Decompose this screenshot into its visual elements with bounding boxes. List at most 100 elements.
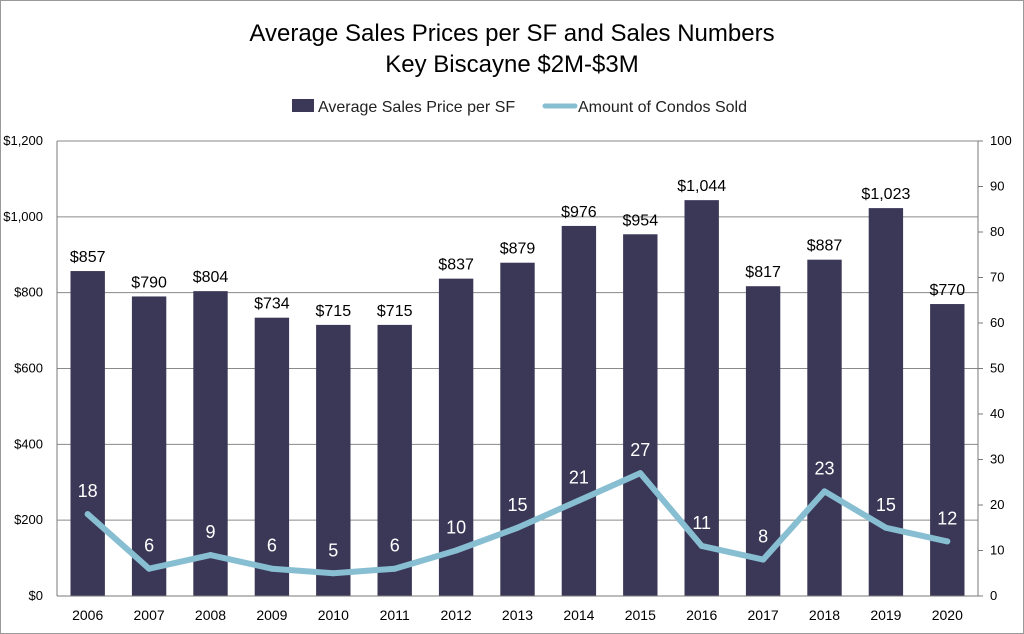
bar-data-label: $715 (316, 303, 352, 320)
bar-data-label: $734 (254, 296, 290, 313)
bar-data-label: $1,023 (861, 186, 910, 203)
x-tick-label: 2008 (195, 607, 226, 623)
line-data-label: 27 (630, 440, 650, 460)
y-left-tick-label: $200 (14, 512, 43, 527)
x-axis-ticks: 2006 2007 2008 2009 2010 2011 2012 2013 2014 2015… (72, 607, 963, 623)
x-tick-label: 2017 (748, 607, 779, 623)
chart-subtitle: Key Biscayne $2M-$3M (385, 51, 638, 78)
y-right-tick-label: 0 (990, 588, 997, 603)
y-axis-left-ticks: $0 $200 $400 $600 $800 $1,000 $1,200 (3, 133, 43, 603)
line-point (944, 538, 951, 545)
y-right-tick-label: 40 (990, 406, 1004, 421)
y-left-tick-label: $1,200 (3, 133, 43, 148)
line-data-label: 21 (569, 467, 589, 487)
line-point (821, 488, 828, 495)
line-point (207, 552, 214, 559)
line-point (84, 511, 91, 518)
y-left-tick-label: $0 (29, 588, 43, 603)
bar-data-label: $976 (561, 204, 597, 221)
bar (131, 296, 167, 596)
bar-data-label: $857 (70, 249, 106, 266)
y-left-tick-label: $800 (14, 285, 43, 300)
y-right-tick-label: 70 (990, 270, 1004, 285)
y-right-tick-label: 80 (990, 224, 1004, 239)
line-point (575, 497, 582, 504)
legend: Average Sales Price per SF Amount of Con… (292, 99, 747, 116)
y-left-tick-label: $600 (14, 361, 43, 376)
y-left-tick-label: $400 (14, 436, 43, 451)
x-tick-label: 2009 (256, 607, 287, 623)
line-data-label: 12 (937, 508, 957, 528)
y-right-tick-label: 90 (990, 179, 1004, 194)
line-labels: 18 6 9 6 5 6 10 15 21 27 11 8 23 15 12 (78, 440, 958, 560)
line-data-label: 6 (390, 536, 400, 556)
line-point (268, 565, 275, 572)
x-tick-label: 2007 (134, 607, 165, 623)
y-axis-right-ticks: 0 10 20 30 40 50 60 70 80 90 100 (990, 133, 1012, 603)
line-data-label: 6 (267, 536, 277, 556)
line-point (391, 565, 398, 572)
y-right-tick-label: 100 (990, 133, 1012, 148)
x-tick-label: 2020 (932, 607, 963, 623)
x-tick-label: 2019 (870, 607, 901, 623)
line-data-label: 6 (144, 536, 154, 556)
bar-data-label: $954 (623, 212, 659, 229)
bar-data-label: $879 (500, 241, 536, 258)
chart-title: Average Sales Prices per SF and Sales Nu… (249, 20, 774, 47)
y-left-tick-label: $1,000 (3, 209, 43, 224)
bar (193, 291, 228, 596)
bar (868, 208, 904, 597)
bar (254, 317, 290, 596)
x-tick-label: 2016 (686, 607, 717, 623)
line-point (146, 565, 153, 572)
bar (500, 262, 535, 596)
line-point (514, 524, 521, 531)
bar-data-label: $1,044 (677, 178, 726, 195)
bar (623, 234, 658, 596)
x-tick-label: 2013 (502, 607, 533, 623)
bar-data-label: $804 (193, 269, 229, 286)
y-right-tick-label: 50 (990, 361, 1004, 376)
line-point (760, 556, 767, 563)
y-right-tick-label: 10 (990, 543, 1004, 558)
bar (377, 324, 412, 596)
x-tick-label: 2012 (441, 607, 472, 623)
x-tick-label: 2014 (563, 607, 594, 623)
line-data-label: 11 (692, 513, 711, 533)
line-data-label: 15 (876, 495, 896, 515)
bar (684, 200, 719, 596)
line-point (637, 470, 644, 477)
bar (561, 225, 597, 596)
bar-data-label: $715 (377, 303, 413, 320)
line-data-label: 5 (328, 540, 338, 560)
legend-swatch-bar (292, 99, 314, 112)
x-tick-label: 2018 (809, 607, 840, 623)
line-data-label: 9 (205, 522, 215, 542)
bar (316, 324, 351, 596)
axes (56, 140, 983, 597)
legend-label-line: Amount of Condos Sold (578, 99, 747, 116)
bar-data-label: $770 (930, 282, 966, 299)
y-right-tick-label: 20 (990, 497, 1004, 512)
x-tick-label: 2011 (380, 607, 410, 623)
line-point (882, 524, 889, 531)
line-point (698, 542, 705, 549)
bar (70, 271, 105, 596)
bar-labels: $857 $790 $804 $734 $715 $715 $837 $879 $976 $954… (70, 178, 965, 320)
bar (807, 259, 842, 596)
line-point (453, 547, 460, 554)
y-right-tick-label: 30 (990, 452, 1004, 467)
y-right-tick-label: 60 (990, 315, 1004, 330)
legend-label-bar: Average Sales Price per SF (318, 99, 515, 116)
bar-data-label: $887 (807, 238, 843, 255)
line-point (330, 570, 337, 577)
x-tick-label: 2015 (625, 607, 656, 623)
line-data-label: 8 (758, 527, 768, 547)
line-data-label: 23 (814, 458, 834, 478)
bar-data-label: $817 (745, 264, 781, 281)
bar (930, 304, 965, 596)
bar-data-label: $837 (438, 257, 474, 274)
bars (70, 200, 965, 597)
x-tick-label: 2010 (318, 607, 349, 623)
